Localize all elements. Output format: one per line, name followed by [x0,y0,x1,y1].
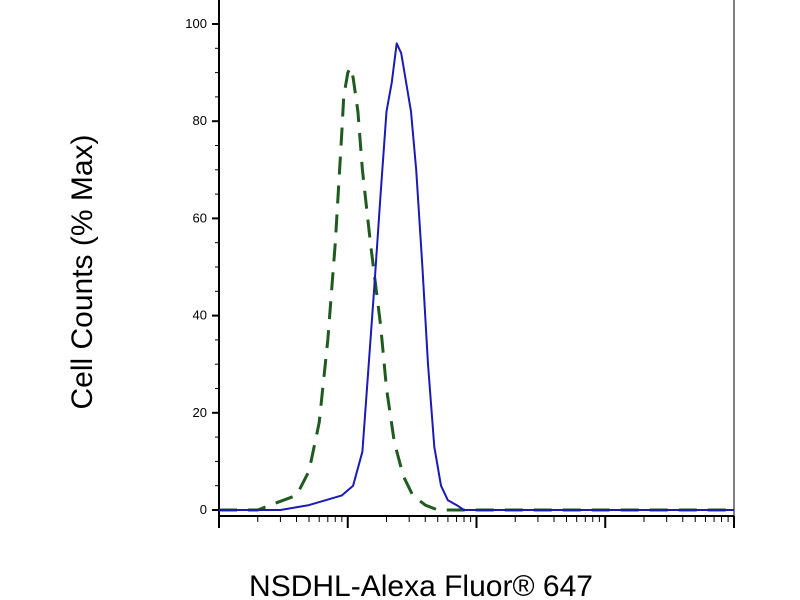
y-axis-title: Cell Counts (% Max) [66,134,99,409]
y-tick-label: 100 [185,16,207,31]
plot-frame [218,0,735,517]
y-axis-ticks: 0 20 40 60 80 100 [185,16,219,517]
y-tick-label: 20 [193,405,207,420]
y-tick-label: 80 [193,113,207,128]
series-dashed-line [219,66,734,512]
x-axis-ticks [218,516,735,528]
y-tick-label: 0 [200,502,207,517]
series-layer [219,42,734,512]
series-solid-line [219,42,734,511]
y-tick-label: 40 [193,308,207,323]
y-tick-label: 60 [193,210,207,225]
x-axis-title: NSDHL-Alexa Fluor® 647 [249,570,593,600]
